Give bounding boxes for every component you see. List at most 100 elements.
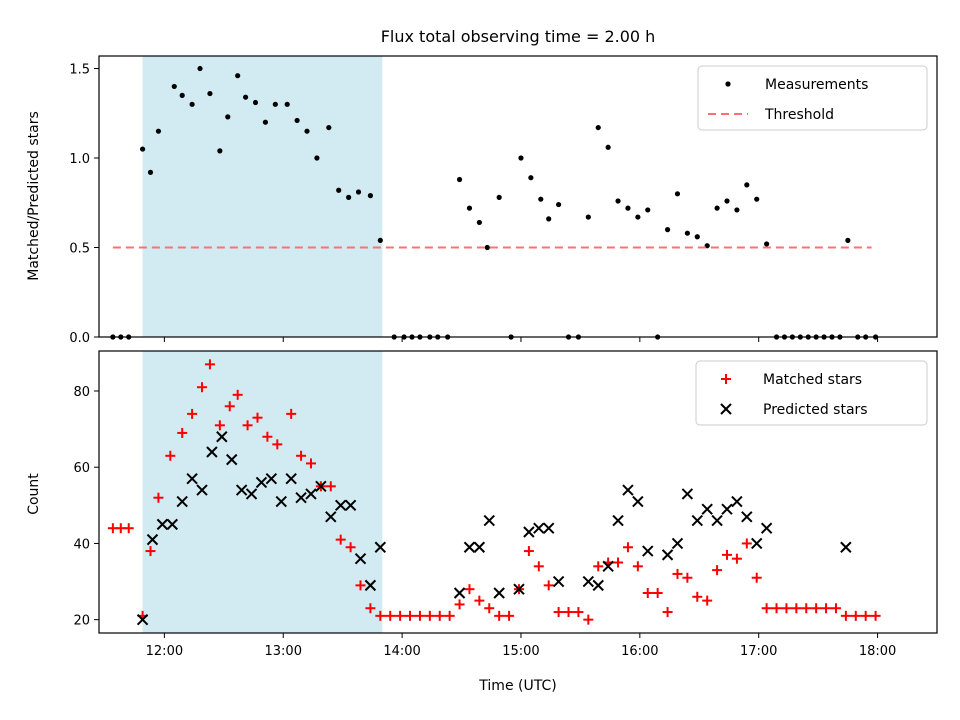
- marker-stroke: [523, 526, 535, 538]
- matched-star-point: [504, 610, 515, 621]
- matched-star-point: [224, 401, 235, 412]
- matched-star-point: [622, 542, 633, 553]
- marker-stroke: [305, 488, 317, 500]
- matched-star-point: [424, 610, 435, 621]
- y-tick-label: 1.5: [69, 63, 90, 78]
- observing-window-shading: [142, 351, 383, 633]
- predicted-star-point: [265, 472, 278, 485]
- measurement-point: [377, 237, 383, 243]
- predicted-star-point: [721, 503, 733, 515]
- matched-star-point: [652, 587, 663, 598]
- legend-label: Predicted stars: [763, 402, 868, 418]
- matched-star-point: [583, 614, 594, 625]
- marker-stroke: [453, 587, 466, 599]
- predicted-star-point: [642, 545, 654, 557]
- matched-star-point: [543, 580, 554, 591]
- x-tick-label: 17:00: [740, 644, 777, 659]
- marker-stroke: [275, 495, 287, 508]
- predicted-star-point: [602, 560, 614, 573]
- matched-star-point: [632, 561, 643, 572]
- matched-star-point: [385, 610, 396, 621]
- measurement-point: [704, 243, 710, 249]
- marker-stroke: [295, 492, 307, 504]
- predicted-star-point: [533, 522, 545, 534]
- matched-star-point: [731, 553, 742, 564]
- matched-star-point: [830, 603, 841, 614]
- measurement-point: [171, 83, 177, 90]
- measurement-point: [484, 244, 490, 251]
- measurement-point: [197, 65, 203, 72]
- predicted-star-point: [542, 522, 555, 534]
- marker-stroke: [206, 446, 218, 458]
- marker-stroke: [602, 560, 614, 573]
- y-tick-label: 40: [73, 537, 90, 552]
- predicted-star-point: [295, 492, 307, 504]
- matched-star-point: [325, 481, 336, 492]
- marker-stroke: [216, 431, 228, 443]
- predicted-star-point: [364, 579, 377, 592]
- measurement-point: [243, 94, 249, 100]
- measurement-point: [674, 191, 681, 197]
- measurement-point: [272, 101, 278, 107]
- marker-stroke: [245, 488, 258, 500]
- series-predicted-stars: [136, 431, 852, 626]
- matched-star-point: [781, 603, 792, 614]
- matched-star-point: [165, 450, 176, 461]
- predicted-star-point: [731, 495, 743, 508]
- legend-label: Matched stars: [763, 372, 862, 388]
- legend-label: Threshold: [764, 107, 834, 123]
- predicted-star-point: [840, 541, 852, 553]
- predicted-star-point: [661, 549, 674, 561]
- marker-stroke: [166, 518, 179, 531]
- measurement-point: [262, 119, 269, 125]
- measurement-point: [528, 175, 534, 181]
- predicted-star-point: [671, 537, 684, 550]
- measurement-point: [456, 176, 463, 183]
- predicted-star-point: [334, 499, 347, 512]
- predicted-star-point: [453, 587, 466, 599]
- matched-star-point: [821, 603, 832, 614]
- marker-stroke: [721, 503, 733, 515]
- measurement-point: [155, 128, 162, 134]
- predicted-star-point: [523, 526, 535, 538]
- matched-star-point: [761, 603, 772, 614]
- predicted-star-point: [701, 503, 713, 515]
- marker-stroke: [493, 587, 505, 599]
- marker-stroke: [542, 522, 555, 534]
- matched-star-point: [533, 561, 544, 572]
- predicted-star-point: [760, 522, 773, 534]
- predicted-star-point: [245, 488, 258, 500]
- y-tick-label: 0.0: [69, 331, 90, 346]
- matched-star-point: [722, 549, 733, 560]
- matched-star-point: [464, 584, 475, 595]
- measurement-point: [314, 155, 320, 161]
- measurement-point: [304, 128, 310, 134]
- matched-star-point: [197, 382, 208, 393]
- matched-star-point: [672, 568, 683, 579]
- matched-star-point: [712, 565, 723, 576]
- marker-stroke: [334, 499, 347, 512]
- observing-window-shading: [142, 56, 383, 337]
- matched-star-point: [741, 538, 752, 549]
- measurement-point: [189, 101, 195, 107]
- matched-star-point: [345, 542, 356, 553]
- matched-star-point: [444, 610, 455, 621]
- x-tick-label: 18:00: [859, 644, 896, 659]
- marker-stroke: [186, 472, 198, 485]
- y-tick-label: 60: [73, 461, 90, 476]
- measurement-point: [714, 205, 720, 211]
- marker-stroke: [632, 495, 644, 508]
- matched-star-point: [860, 610, 871, 621]
- matched-star-point: [751, 572, 762, 583]
- legend-label: Measurements: [765, 77, 868, 93]
- predicted-star-point: [483, 514, 495, 527]
- matched-star-point: [286, 408, 297, 419]
- marker-stroke: [136, 613, 149, 626]
- measurement-point: [724, 198, 730, 204]
- predicted-star-point: [255, 476, 268, 489]
- marker-stroke: [840, 541, 852, 553]
- y-tick-label: 0.5: [69, 242, 90, 257]
- measurement-point: [615, 198, 621, 204]
- chart-title: Flux total observing time = 2.00 h: [381, 27, 656, 46]
- marker-stroke: [265, 472, 278, 485]
